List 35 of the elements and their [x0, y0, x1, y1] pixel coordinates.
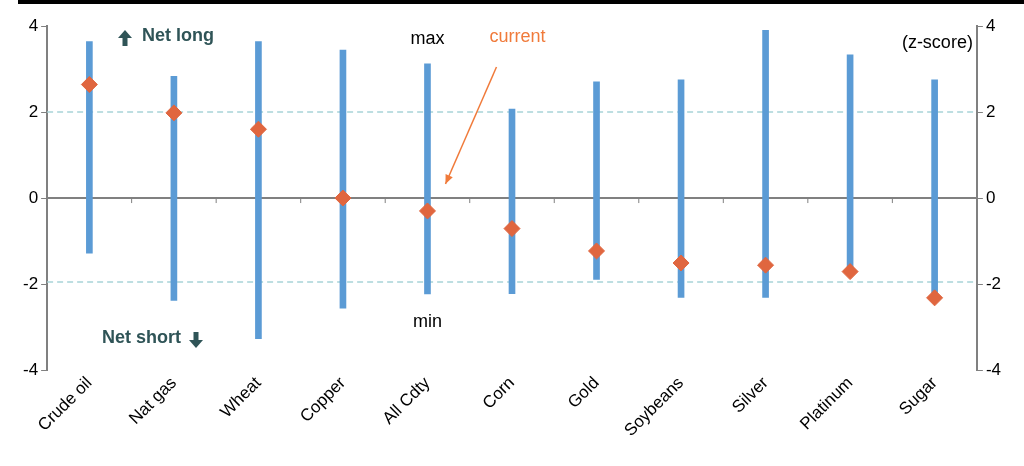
annotation: Net long — [142, 25, 214, 46]
point — [757, 256, 775, 274]
x-tick-label: Nat gas — [125, 373, 181, 428]
y-tick-label: 4 — [28, 15, 39, 35]
point — [249, 120, 267, 138]
annotation: max — [410, 27, 445, 48]
bar — [593, 81, 600, 280]
y2-tick-label: -4 — [985, 359, 1002, 379]
point — [80, 76, 98, 93]
point — [334, 189, 352, 207]
y2-tick-label: 2 — [985, 101, 996, 121]
y2-tick-label: 0 — [985, 187, 996, 207]
annotation: Net short — [102, 327, 182, 348]
y2-tick-label: -2 — [985, 273, 1002, 293]
y-tick-label: 2 — [28, 101, 39, 121]
point — [503, 220, 521, 238]
point — [588, 242, 606, 260]
annotation: current — [489, 25, 546, 46]
point — [672, 254, 690, 272]
point — [418, 202, 436, 220]
y-tick-label: 0 — [28, 187, 39, 207]
bar — [424, 63, 431, 295]
y2-tick-label: 4 — [985, 15, 996, 35]
point — [165, 104, 183, 122]
y-tick-label: -4 — [22, 359, 39, 379]
point — [841, 263, 859, 281]
bar — [86, 41, 93, 254]
annotation: min — [412, 310, 442, 331]
bar — [255, 41, 262, 340]
y2-axis-title: (z-score) — [901, 31, 973, 52]
x-tick-label: Corn — [478, 373, 519, 413]
point — [926, 289, 944, 307]
bar — [931, 79, 938, 294]
bar — [762, 29, 769, 298]
y-tick-label: -2 — [22, 273, 39, 293]
